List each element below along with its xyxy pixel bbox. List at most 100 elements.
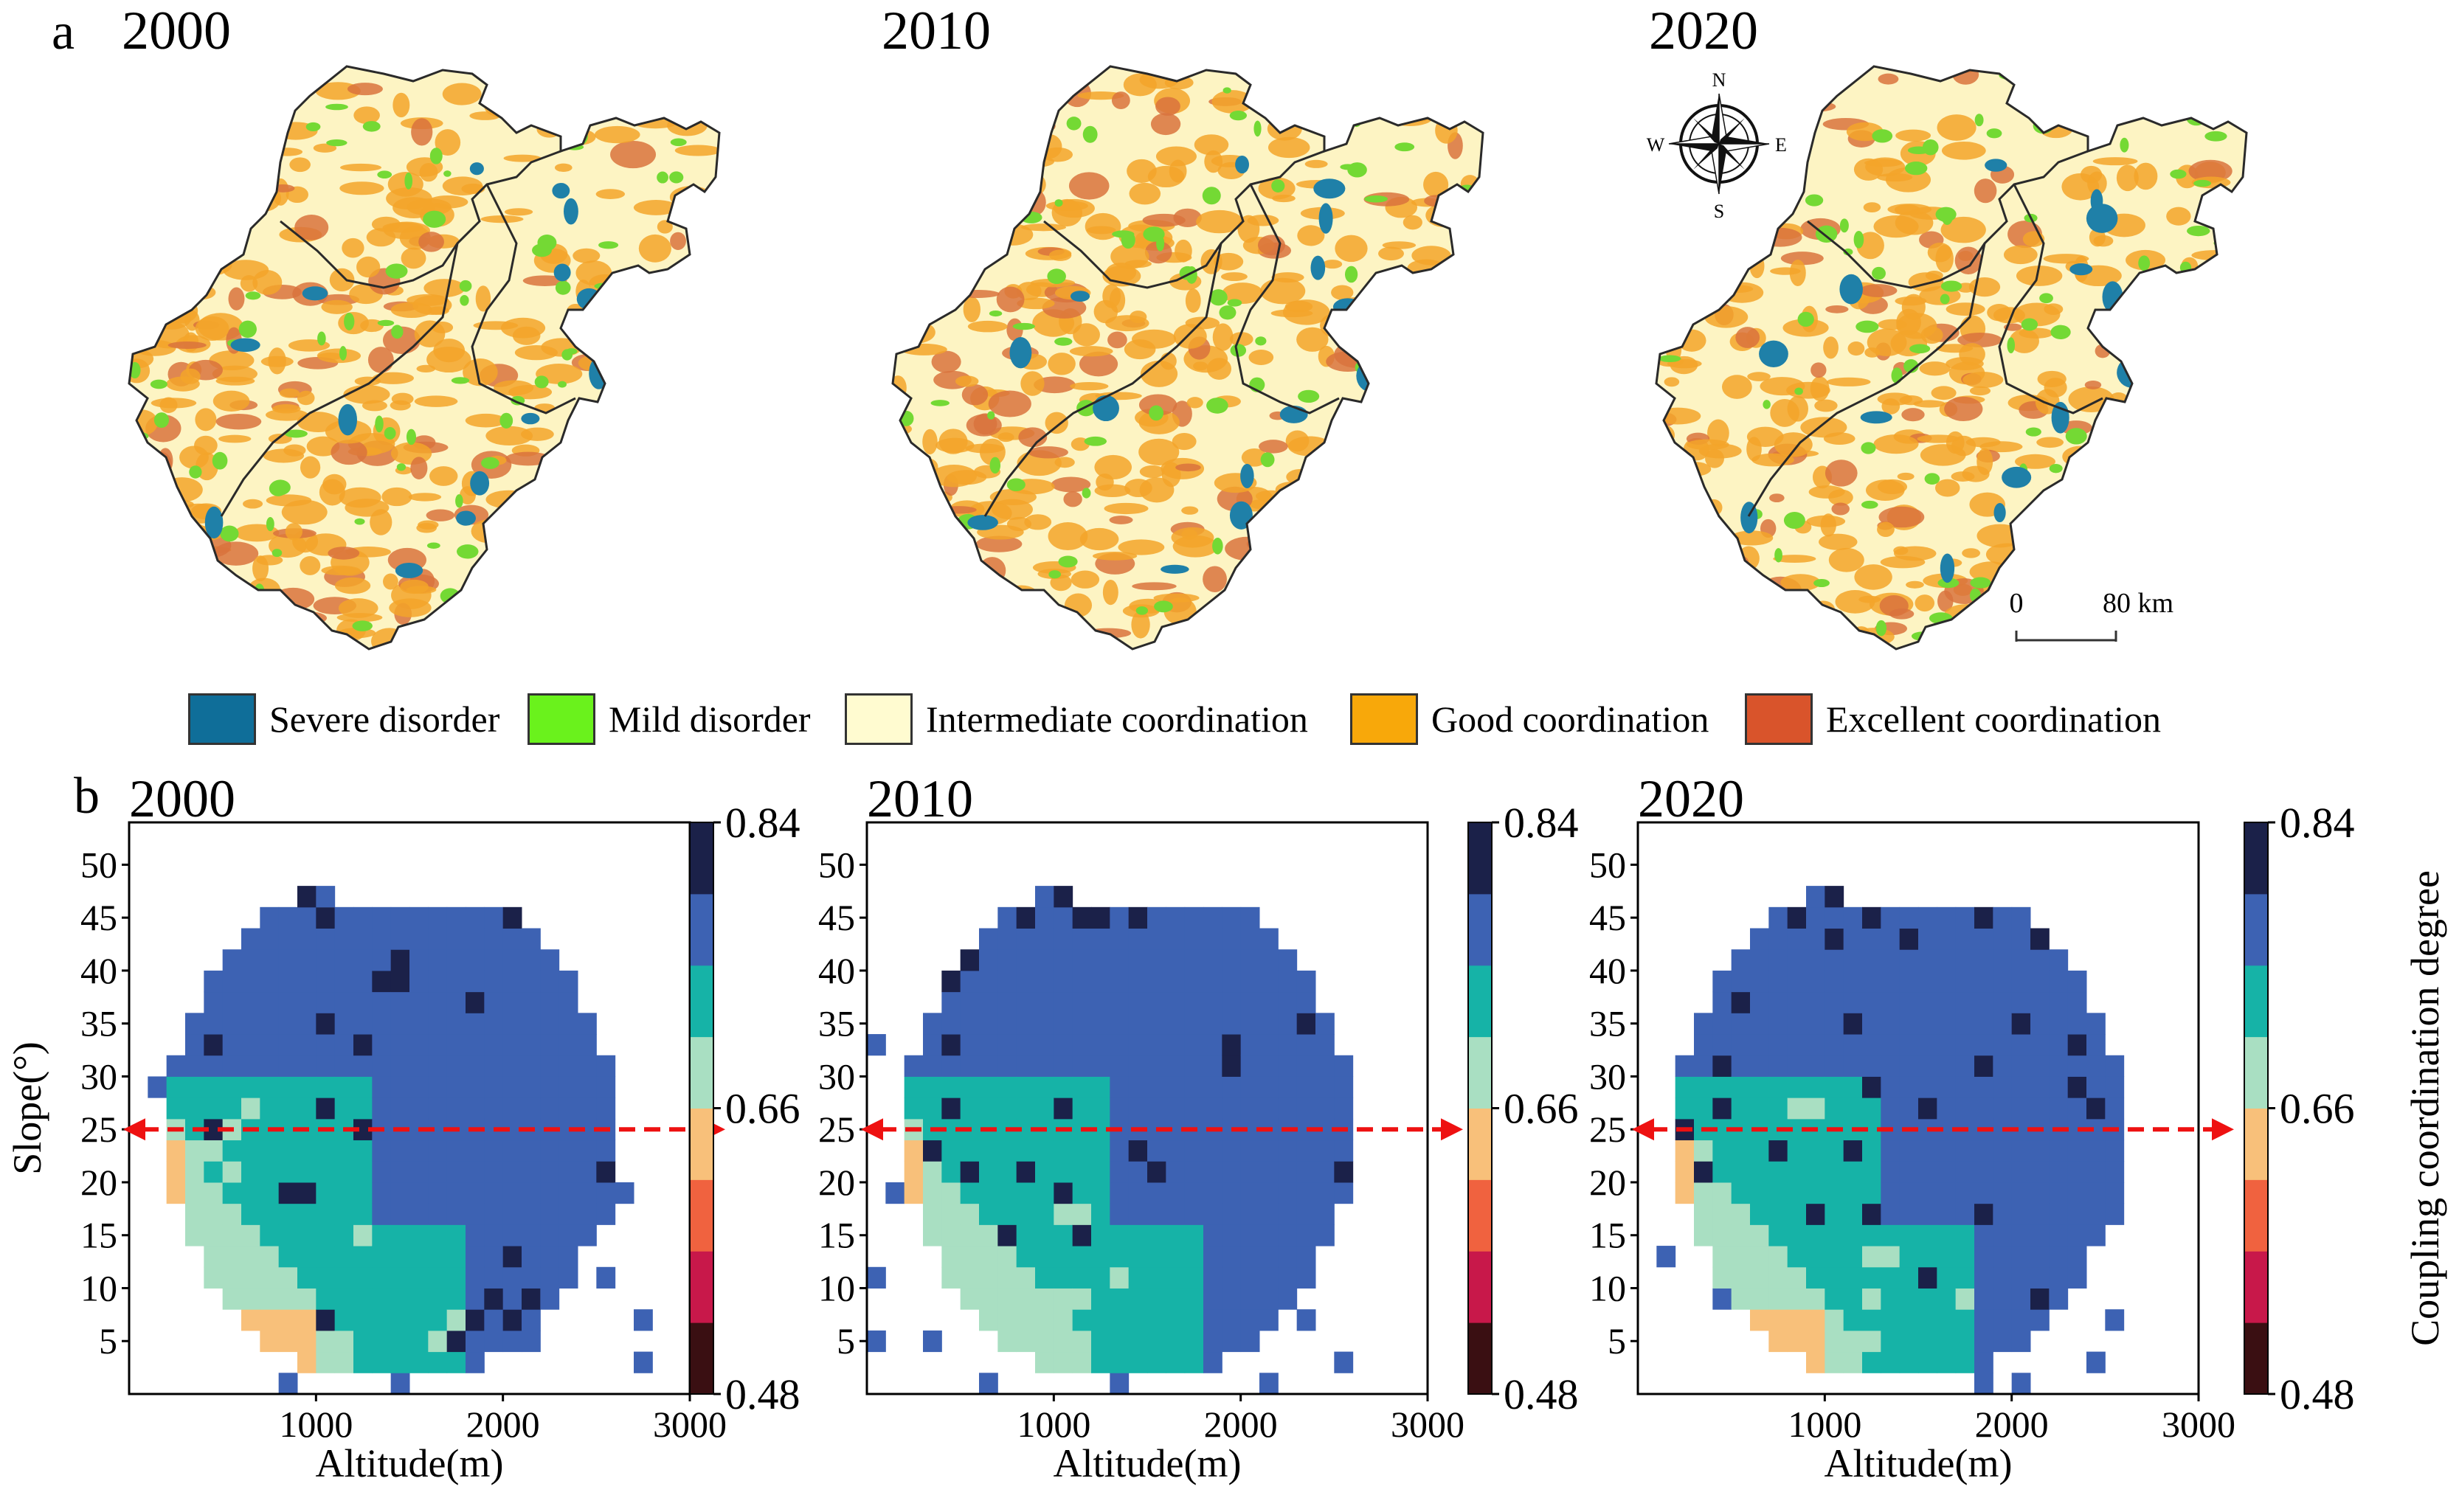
heatmap-cell (1315, 1203, 1335, 1225)
heatmap-cell (1184, 1097, 1204, 1120)
heatmap-cell (1974, 1224, 1993, 1246)
heatmap-cell (2105, 1055, 2125, 1077)
map-blue-patch (2069, 263, 2093, 276)
heatmap-cell (1240, 1203, 1260, 1225)
map-texture-patch (1366, 386, 1403, 400)
heatmap-cell (2030, 1203, 2050, 1225)
map-texture-patch (1854, 564, 1892, 590)
heatmap-cell (390, 1373, 410, 1395)
map-texture-patch (1175, 463, 1201, 472)
map-blue-patch (552, 182, 570, 199)
heatmap-cell (997, 1055, 1017, 1077)
heatmap-cell (353, 1161, 373, 1183)
heatmap-cell (1110, 1161, 1130, 1183)
province-map-2000 (128, 65, 721, 651)
heatmap-cell (1091, 991, 1110, 1013)
map-texture-patch (1014, 111, 1050, 131)
heatmap-cell (428, 1246, 448, 1268)
map-texture-patch (963, 296, 981, 322)
map-texture-patch (539, 597, 556, 611)
heatmap-cell (1955, 928, 1975, 950)
map-green-patch (1012, 322, 1035, 330)
map-green-patch (554, 544, 569, 553)
heatmap-cell (1166, 1013, 1186, 1035)
heatmap-cell (2049, 1203, 2069, 1225)
map-texture-patch (1273, 607, 1314, 630)
heatmap-cell (409, 1266, 429, 1289)
map-texture-patch (223, 260, 269, 280)
heatmap-cell (185, 1097, 204, 1120)
heatmap-cell (1862, 1097, 1881, 1120)
map-texture-patch (1050, 574, 1072, 592)
heatmap-cell (1787, 1182, 1807, 1204)
map-green-patch (598, 241, 619, 249)
map-green-patch (1659, 355, 1681, 362)
heatmap-cell (1240, 1246, 1260, 1268)
map-texture-patch (1104, 502, 1149, 515)
heatmap-cell (997, 928, 1017, 950)
heatmap-cell (1147, 991, 1166, 1013)
heatmap-cell (522, 1203, 541, 1225)
heatmap-cell (2049, 1182, 2069, 1204)
heatmap-cell (1675, 1140, 1695, 1162)
heatmap-cell (1091, 1140, 1110, 1162)
province-map-2010 (891, 65, 1484, 651)
heatmap-cell (1694, 1013, 1713, 1035)
heatmap-cell (1334, 1097, 1354, 1120)
map-texture-patch (899, 589, 931, 600)
map-texture-patch (2197, 392, 2224, 416)
map-green-patch (2206, 594, 2216, 608)
heatmap-cell (1091, 1309, 1110, 1331)
heatmap-cell (1881, 1055, 1901, 1077)
heatmap-cell (1731, 1161, 1751, 1183)
heatmap-cell (241, 970, 260, 993)
map-texture-patch (2161, 522, 2202, 533)
heatmap-cell (1974, 906, 1993, 929)
heatmap-cell (185, 1013, 204, 1035)
heatmap-cell (372, 949, 392, 971)
heatmap-cell (1712, 1224, 1732, 1246)
heatmap-cell (1825, 1266, 1844, 1289)
map-green-patch (457, 544, 479, 559)
map-green-patch (2200, 554, 2220, 569)
map-green-patch (1815, 225, 1838, 243)
map-texture-patch (1675, 226, 1720, 235)
heatmap-cell (1072, 1055, 1092, 1077)
map-texture-patch (1461, 106, 1483, 120)
heatmap-cell (1054, 1203, 1073, 1225)
x-axis-label: Altitude(m) (1054, 1441, 1242, 1485)
heatmap-cell (1054, 1330, 1073, 1353)
heatmap-cell (1296, 1055, 1316, 1077)
map-texture-patch (150, 617, 169, 634)
heatmap-cell (1974, 1013, 1993, 1035)
heatmap-cell (1166, 949, 1186, 971)
heatmap-cell (1862, 928, 1881, 950)
heatmap-cell (1222, 949, 1242, 971)
y-tick-label: 30 (80, 1055, 117, 1097)
map-green-patch (555, 280, 571, 295)
heatmap-cell (334, 1182, 354, 1204)
heatmap-cell (241, 1309, 260, 1331)
heatmap-cell (1993, 928, 2013, 950)
heatmap-cell (260, 1288, 280, 1310)
heatmap-cell (1110, 1266, 1130, 1289)
map-texture-patch (679, 260, 713, 284)
map-texture-patch (1946, 302, 1985, 316)
map-texture-patch (570, 485, 616, 505)
heatmap-cell (1147, 906, 1166, 929)
heatmap-cell (1787, 970, 1807, 993)
heatmap-cell (334, 1224, 354, 1246)
heatmap-cell (334, 1309, 354, 1331)
heatmap-cell (1035, 928, 1054, 950)
heatmap-cell (1955, 1076, 1975, 1098)
map-texture-patch (651, 388, 690, 397)
map-texture-patch (2064, 552, 2091, 575)
map-texture-patch (179, 523, 208, 541)
map-green-patch (1375, 291, 1390, 305)
heatmap-cell (1843, 991, 1863, 1013)
heatmap-cell (1843, 1013, 1863, 1035)
heatmap-cell (596, 1266, 616, 1289)
map-blue-patch (1093, 395, 1119, 422)
heatmap-cell (1334, 1351, 1354, 1373)
heatmap-cell (1110, 1182, 1130, 1204)
